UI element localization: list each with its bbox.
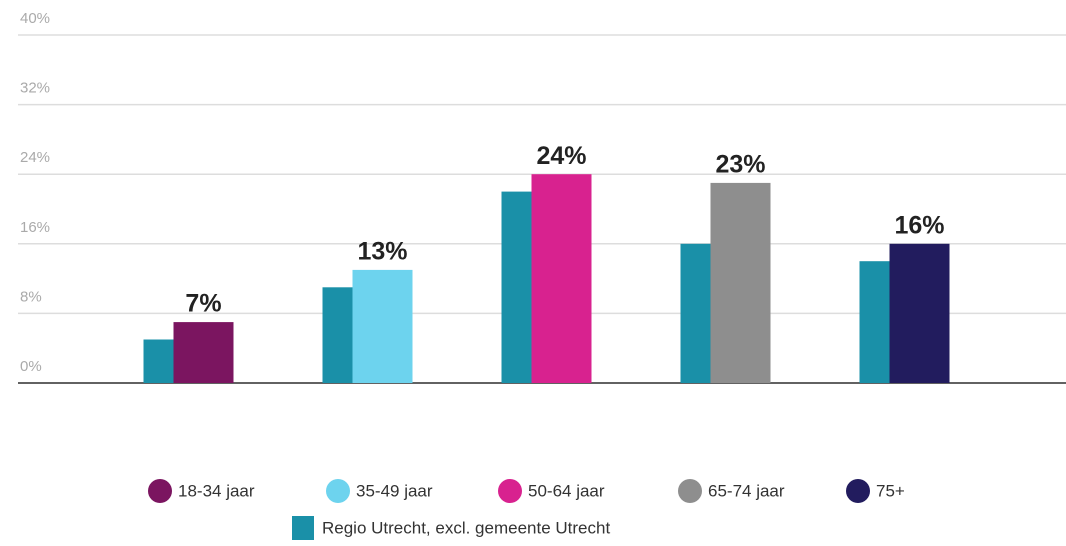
y-tick-label: 0% — [20, 358, 42, 375]
bar — [322, 287, 353, 383]
y-tick-label: 8% — [20, 288, 42, 305]
bar — [710, 182, 771, 383]
legend-label: 18-34 jaar — [178, 481, 255, 500]
bar — [889, 243, 950, 383]
legend-swatch — [148, 479, 172, 503]
value-label: 13% — [357, 238, 407, 266]
legend-swatch — [292, 516, 314, 540]
value-label: 24% — [536, 142, 586, 170]
legend-label: 75+ — [876, 481, 905, 500]
value-label: 16% — [894, 211, 944, 239]
legend-label: 65-74 jaar — [708, 481, 785, 500]
bar — [859, 261, 890, 383]
bar — [680, 243, 711, 383]
value-label: 7% — [185, 290, 221, 318]
legend-label: 50-64 jaar — [528, 481, 605, 500]
bar — [173, 322, 234, 383]
legend-swatch — [678, 479, 702, 503]
value-label: 23% — [715, 151, 765, 179]
y-tick-label: 40% — [20, 10, 50, 27]
legend-label: 35-49 jaar — [356, 481, 433, 500]
y-tick-label: 32% — [20, 80, 50, 97]
legend-swatch — [846, 479, 870, 503]
y-tick-label: 16% — [20, 219, 50, 236]
bar — [531, 174, 592, 383]
bar — [143, 339, 174, 383]
legend-label: Regio Utrecht, excl. gemeente Utrecht — [322, 518, 610, 537]
legend-swatch — [498, 479, 522, 503]
y-tick-label: 24% — [20, 149, 50, 166]
bar — [352, 269, 413, 383]
legend-swatch — [326, 479, 350, 503]
bar — [501, 191, 532, 383]
